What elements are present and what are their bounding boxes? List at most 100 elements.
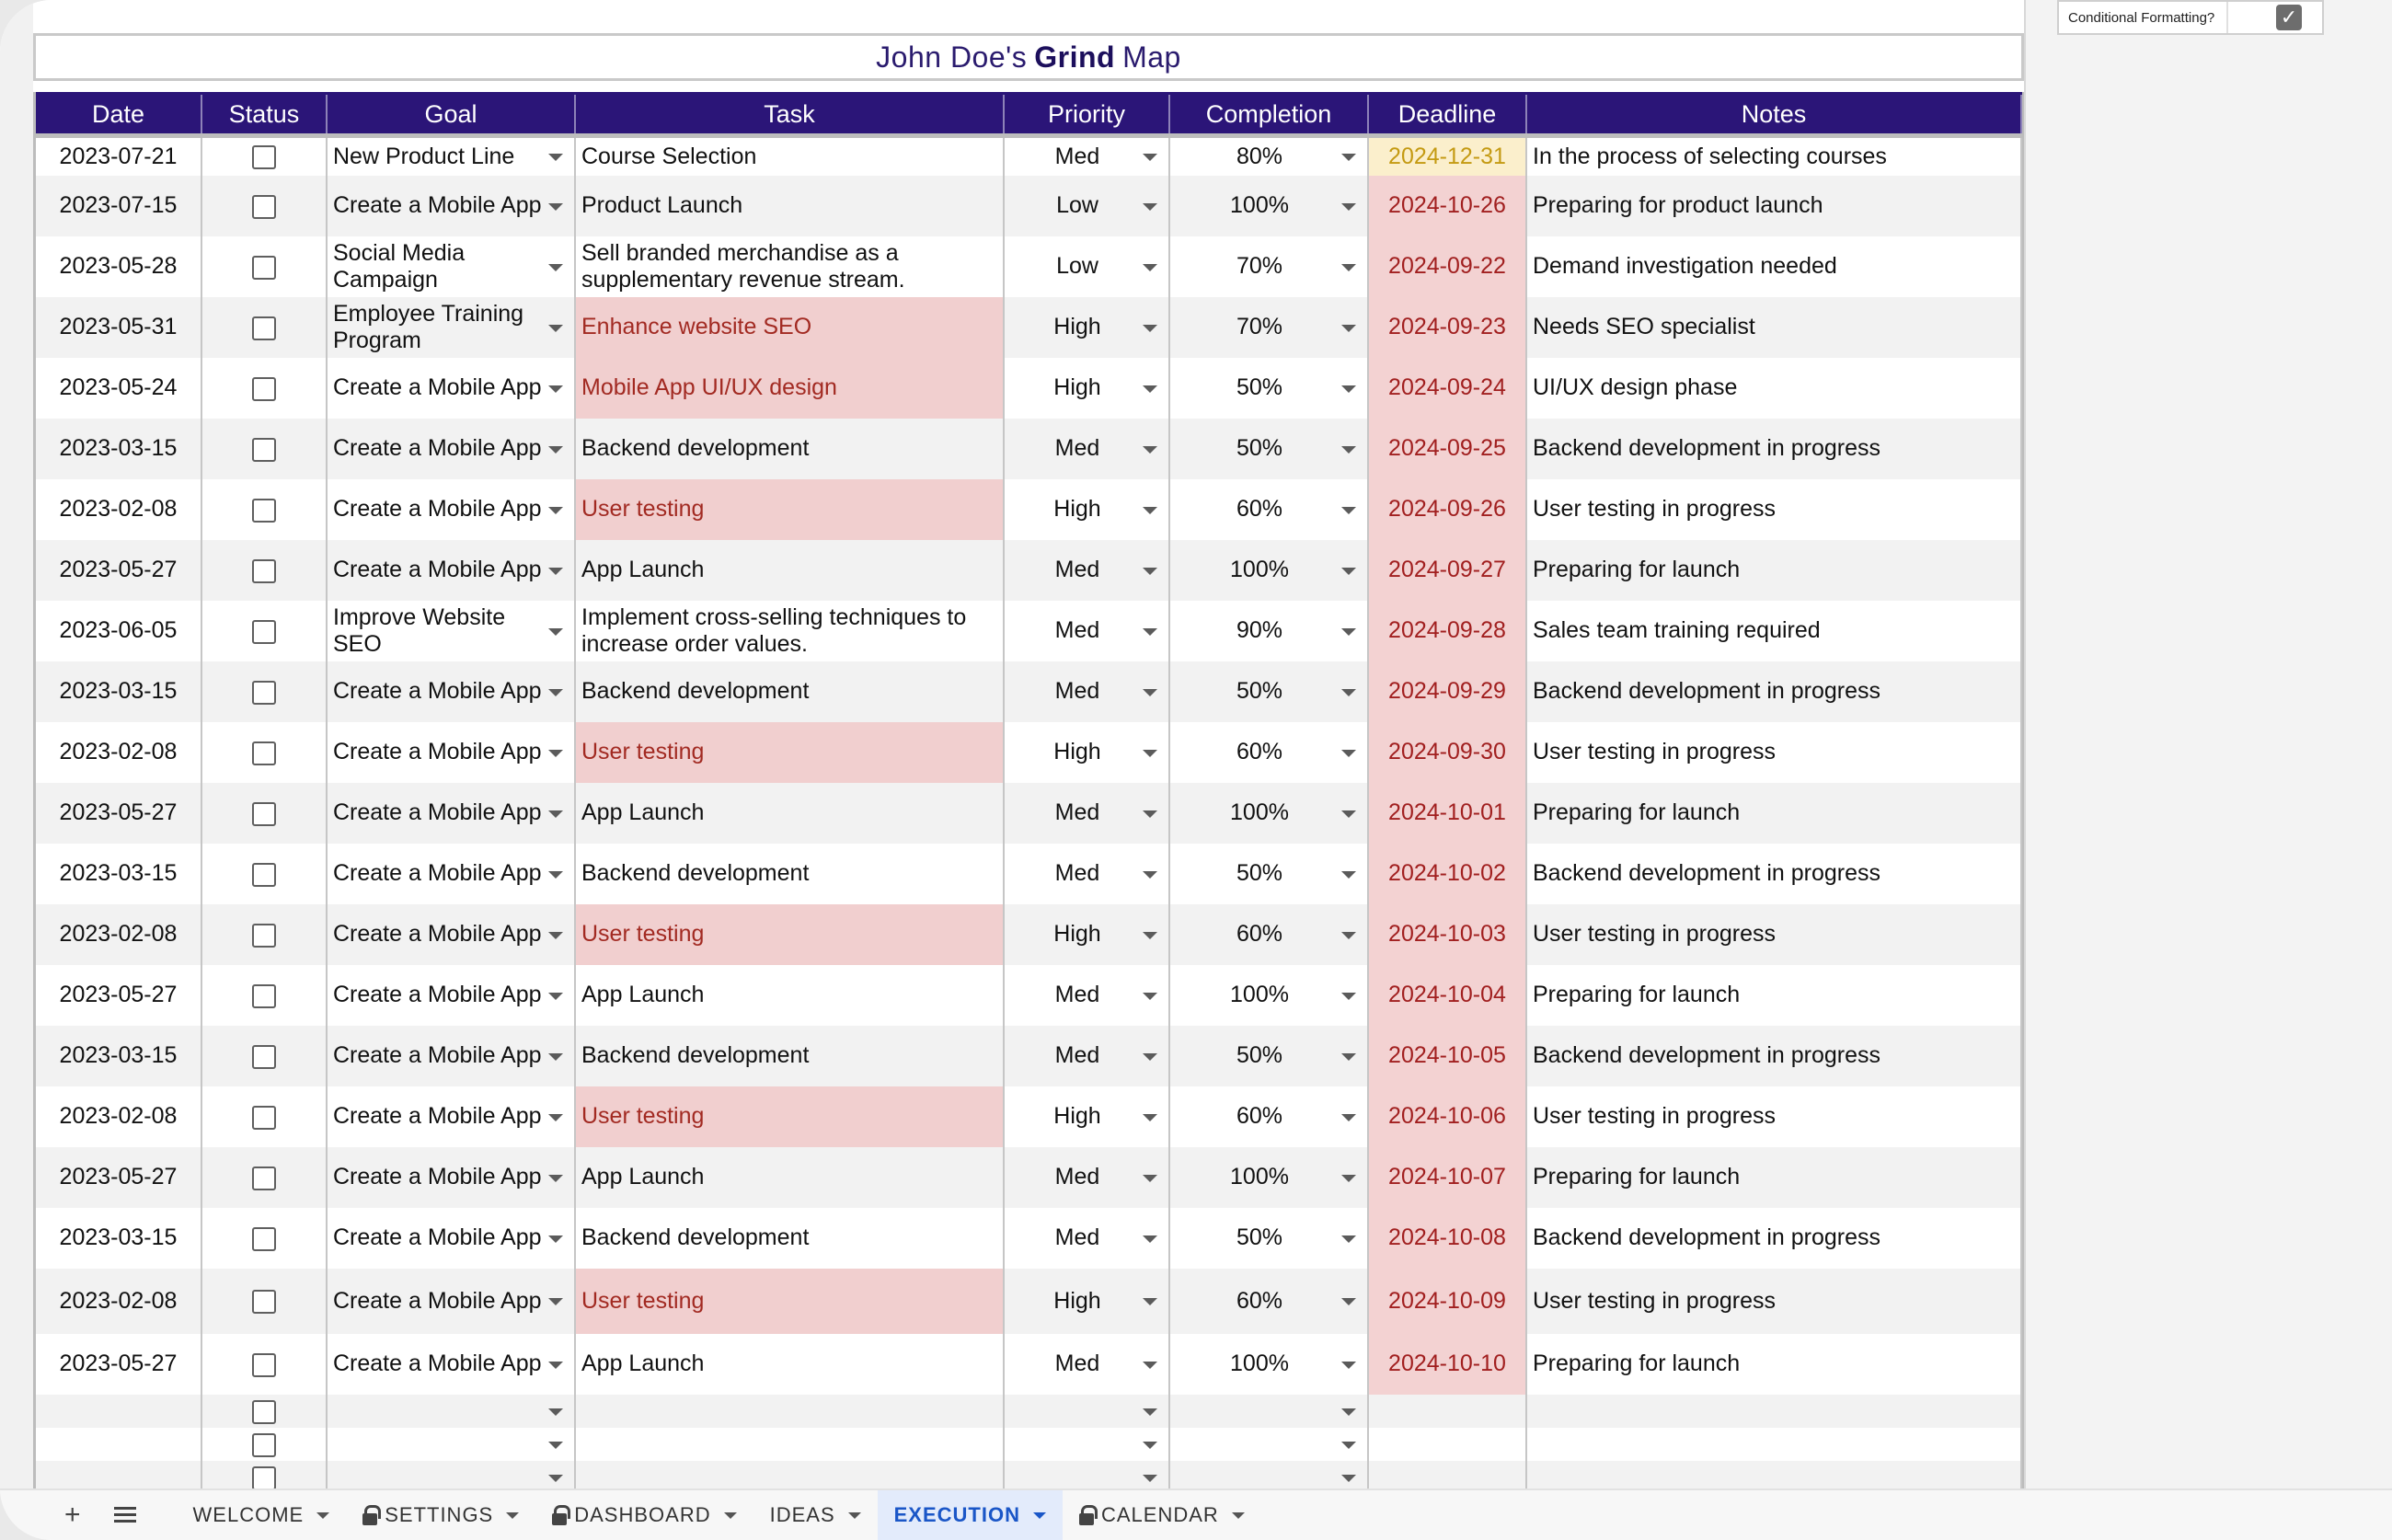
completion-dropdown[interactable]: 50% <box>1169 357 1369 419</box>
priority-dropdown[interactable]: Med <box>1004 600 1170 661</box>
priority-dropdown[interactable]: Low <box>1004 236 1170 297</box>
priority-dropdown[interactable]: High <box>1004 296 1170 358</box>
notes-cell[interactable]: Backend development in progress <box>1526 418 2022 479</box>
date-cell[interactable]: 2023-07-15 <box>36 175 202 236</box>
task-cell[interactable]: App Launch <box>575 782 1005 844</box>
priority-dropdown[interactable]: Med <box>1004 135 1170 176</box>
goal-dropdown[interactable]: Create a Mobile App <box>327 357 576 419</box>
priority-dropdown[interactable]: High <box>1004 1268 1170 1334</box>
priority-dropdown[interactable]: Med <box>1004 782 1170 844</box>
task-cell[interactable]: Implement cross-selling techniques to in… <box>575 600 1005 661</box>
status-checkbox[interactable] <box>252 194 276 219</box>
priority-dropdown[interactable] <box>1004 1460 1170 1494</box>
date-cell[interactable]: 2023-02-08 <box>36 1268 202 1334</box>
task-cell[interactable] <box>575 1394 1005 1428</box>
goal-dropdown[interactable]: Create a Mobile App <box>327 964 576 1026</box>
notes-cell[interactable]: User testing in progress <box>1526 478 2022 540</box>
deadline-cell[interactable]: 2024-09-26 <box>1368 478 1527 540</box>
date-cell[interactable]: 2023-05-27 <box>36 539 202 601</box>
priority-dropdown[interactable]: Med <box>1004 661 1170 722</box>
task-cell[interactable] <box>575 1427 1005 1461</box>
task-cell[interactable]: App Launch <box>575 539 1005 601</box>
status-checkbox[interactable] <box>252 1105 276 1130</box>
completion-dropdown[interactable] <box>1169 1460 1369 1494</box>
task-cell[interactable]: App Launch <box>575 1146 1005 1208</box>
status-checkbox[interactable] <box>252 1226 276 1251</box>
goal-dropdown[interactable]: Create a Mobile App <box>327 539 576 601</box>
priority-dropdown[interactable]: Med <box>1004 1146 1170 1208</box>
date-cell[interactable]: 2023-02-08 <box>36 478 202 540</box>
goal-dropdown[interactable]: Create a Mobile App <box>327 1025 576 1086</box>
notes-cell[interactable]: User testing in progress <box>1526 1086 2022 1147</box>
priority-dropdown[interactable] <box>1004 1427 1170 1461</box>
status-checkbox[interactable] <box>252 923 276 948</box>
status-checkbox[interactable] <box>252 558 276 583</box>
date-cell[interactable]: 2023-02-08 <box>36 721 202 783</box>
deadline-cell[interactable]: 2024-09-30 <box>1368 721 1527 783</box>
header-status[interactable]: Status <box>201 92 328 138</box>
goal-dropdown[interactable]: Create a Mobile App <box>327 721 576 783</box>
task-cell[interactable]: Enhance website SEO <box>575 296 1005 358</box>
notes-cell[interactable]: User testing in progress <box>1526 903 2022 965</box>
goal-dropdown[interactable]: Create a Mobile App <box>327 1207 576 1269</box>
completion-dropdown[interactable]: 100% <box>1169 1333 1369 1395</box>
header-deadline[interactable]: Deadline <box>1368 92 1527 138</box>
date-cell[interactable]: 2023-05-24 <box>36 357 202 419</box>
priority-dropdown[interactable]: Med <box>1004 1025 1170 1086</box>
notes-cell[interactable]: In the process of selecting courses <box>1526 135 2022 176</box>
task-cell[interactable]: Course Selection <box>575 135 1005 176</box>
status-checkbox[interactable] <box>252 862 276 887</box>
notes-cell[interactable]: Preparing for launch <box>1526 1146 2022 1208</box>
completion-dropdown[interactable]: 60% <box>1169 1268 1369 1334</box>
completion-dropdown[interactable]: 60% <box>1169 478 1369 540</box>
goal-dropdown[interactable]: New Product Line <box>327 135 576 176</box>
priority-dropdown[interactable]: High <box>1004 721 1170 783</box>
priority-dropdown[interactable]: Med <box>1004 418 1170 479</box>
priority-dropdown[interactable]: High <box>1004 903 1170 965</box>
chevron-down-icon[interactable] <box>1231 1511 1245 1519</box>
deadline-cell[interactable]: 2024-09-28 <box>1368 600 1527 661</box>
goal-dropdown[interactable]: Create a Mobile App <box>327 1146 576 1208</box>
deadline-cell[interactable]: 2024-10-06 <box>1368 1086 1527 1147</box>
deadline-cell[interactable]: 2024-09-24 <box>1368 357 1527 419</box>
task-cell[interactable]: User testing <box>575 903 1005 965</box>
status-checkbox[interactable] <box>252 801 276 826</box>
header-date[interactable]: Date <box>36 92 202 138</box>
status-checkbox[interactable] <box>252 1399 276 1424</box>
goal-dropdown[interactable]: Create a Mobile App <box>327 1086 576 1147</box>
deadline-cell[interactable]: 2024-09-29 <box>1368 661 1527 722</box>
goal-dropdown[interactable]: Create a Mobile App <box>327 661 576 722</box>
goal-dropdown[interactable]: Create a Mobile App <box>327 843 576 904</box>
task-cell[interactable]: Product Launch <box>575 175 1005 236</box>
notes-cell[interactable]: Demand investigation needed <box>1526 236 2022 297</box>
priority-dropdown[interactable]: High <box>1004 1086 1170 1147</box>
task-cell[interactable]: Backend development <box>575 843 1005 904</box>
goal-dropdown[interactable] <box>327 1460 576 1494</box>
date-cell[interactable]: 2023-06-05 <box>36 600 202 661</box>
status-checkbox[interactable] <box>252 1352 276 1377</box>
task-cell[interactable]: Backend development <box>575 1025 1005 1086</box>
notes-cell[interactable]: Backend development in progress <box>1526 661 2022 722</box>
completion-dropdown[interactable]: 60% <box>1169 903 1369 965</box>
deadline-cell[interactable]: 2024-10-01 <box>1368 782 1527 844</box>
notes-cell[interactable]: Preparing for launch <box>1526 782 2022 844</box>
chevron-down-icon[interactable] <box>847 1511 861 1519</box>
tab-welcome[interactable]: WELCOME <box>177 1490 347 1540</box>
priority-dropdown[interactable]: Med <box>1004 1207 1170 1269</box>
notes-cell[interactable]: Preparing for launch <box>1526 1333 2022 1395</box>
goal-dropdown[interactable] <box>327 1427 576 1461</box>
header-task[interactable]: Task <box>575 92 1005 138</box>
status-checkbox[interactable] <box>252 376 276 401</box>
date-cell[interactable]: 2023-02-08 <box>36 903 202 965</box>
priority-dropdown[interactable]: High <box>1004 357 1170 419</box>
date-cell[interactable]: 2023-05-27 <box>36 964 202 1026</box>
deadline-cell[interactable]: 2024-10-02 <box>1368 843 1527 904</box>
task-cell[interactable]: Backend development <box>575 661 1005 722</box>
header-goal[interactable]: Goal <box>327 92 576 138</box>
goal-dropdown[interactable]: Create a Mobile App <box>327 782 576 844</box>
tab-execution[interactable]: EXECUTION <box>877 1490 1063 1540</box>
completion-dropdown[interactable]: 70% <box>1169 296 1369 358</box>
date-cell[interactable] <box>36 1394 202 1428</box>
task-cell[interactable]: User testing <box>575 1268 1005 1334</box>
date-cell[interactable]: 2023-05-27 <box>36 782 202 844</box>
